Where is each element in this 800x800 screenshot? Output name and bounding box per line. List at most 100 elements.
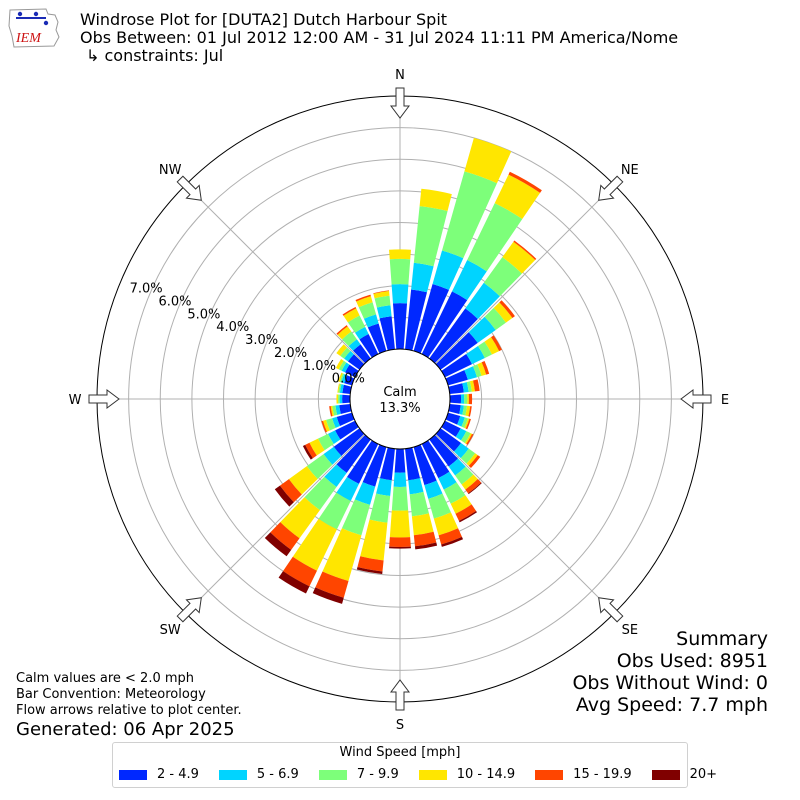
wind-bar-segment [394,448,406,473]
wind-bar-segment [280,497,320,539]
compass-label: NW [159,163,182,178]
wind-bar-segment [483,257,522,297]
wind-bar-segment [304,476,337,511]
wind-bar-segment [342,394,351,404]
wind-bar-segment [347,440,379,484]
convention-note: Bar Convention: Meteorology [16,687,206,702]
compass-label: NE [621,163,639,178]
wind-bar-segment [441,420,461,437]
wind-bar-segment [421,440,450,479]
wind-bar-segment [453,443,469,459]
calm-value: 13.3% [379,401,420,416]
wind-bar-segment [477,341,492,358]
wind-bar-segment [433,512,459,536]
legend-items: 2 - 4.9 5 - 6.9 7 - 9.9 10 - 14.9 15 - 1… [119,767,717,782]
legend-item: 20+ [651,767,717,782]
legend-item: 10 - 14.9 [418,767,515,782]
compass-arrow-icon [176,175,202,201]
compass-arrow-icon [390,87,410,119]
wind-bar-segment [465,405,471,417]
wind-bar-segment [493,302,513,323]
radial-tick-label: 5.0% [187,307,220,322]
wind-bar-segment [435,332,478,370]
compass-arrow-icon [598,175,624,201]
wind-bar-segment [408,478,424,495]
radial-tick-label: 3.0% [245,333,278,348]
radial-tick-label: 6.0% [158,294,191,309]
legend-swatch [218,769,247,780]
wind-bar-segment [332,405,338,416]
wind-bar-segment [464,433,473,444]
wind-bar-segment [472,379,480,392]
wind-bar-segment [468,482,482,495]
grid-ring [223,222,577,576]
legend-label: 2 - 4.9 [157,767,199,782]
wind-bar-segment [353,344,371,364]
wind-bar-segment [411,262,434,293]
wind-bar-segment [329,406,333,417]
wind-bar-segment [318,492,351,530]
arrows-note: Flow arrows relative to plot center. [16,703,242,718]
summary-obs-without-wind: Obs Without Wind: 0 [572,672,768,694]
wind-bar-segment [405,447,421,481]
wind-bar-segment [321,420,327,433]
compass-arrow-icon [598,597,624,623]
wind-bar-segment [468,406,472,417]
wind-bar-segment [413,444,437,486]
wind-bar-segment [419,188,452,212]
compass-arrow-icon [176,597,202,623]
wind-bar-segment [302,444,313,460]
wind-bar-segment [389,258,411,285]
wind-bar-segment [292,518,337,571]
wind-bar-segment [374,295,391,308]
wind-bar-segment [344,350,354,362]
wind-bar-segment [467,393,469,405]
wind-bar-segment [469,380,475,392]
compass-label: N [395,68,405,83]
legend-swatch [535,769,564,780]
iem-logo: IEM [8,8,60,48]
wind-bar-segment [322,419,330,432]
compass-arrow-icon [390,679,410,711]
wind-bar-segment [317,433,334,451]
chart-constraints: ↳ constraints: Jul [86,46,224,65]
wind-bar-segment [443,482,466,504]
wind-bar-segment [358,302,377,319]
wind-bar-segment [438,471,457,490]
wind-bar-segment [438,528,462,545]
wind-bar-segment [484,337,500,355]
wind-bar-segment [363,314,379,328]
chart-notes: Calm values are < 2.0 mph Bar Convention… [16,671,242,719]
wind-bar-segment [326,418,336,431]
summary-avg-speed: Avg Speed: 7.7 mph [575,694,768,716]
legend-item: 2 - 4.9 [119,767,199,782]
wind-bar-segment [466,346,485,365]
wind-bar-segment [468,455,481,469]
wind-bar-segment [459,405,464,415]
wind-bar-segment [324,464,347,488]
wind-bar-segment [356,567,383,574]
legend-swatch [418,769,447,780]
wind-bar-segment [389,546,411,549]
wind-bar-segment [336,412,355,426]
wind-bar-segment [413,531,437,547]
wind-bar-segment [448,383,464,394]
wind-bar-segment [424,480,443,499]
wind-bar-segment [355,294,371,302]
wind-bar-segment [357,556,384,572]
wind-bar-segment [335,358,344,370]
legend: Wind Speed [mph] 2 - 4.9 5 - 6.9 7 - 9.9… [112,742,717,788]
wind-bar-segment [336,344,348,356]
wind-bar-segment [338,372,343,382]
wind-bar-segment [449,394,462,404]
calm-label: Calm [383,385,416,400]
compass-label: W [69,393,82,408]
wind-bar-segment [464,418,470,429]
compass-label: SW [160,623,181,638]
wind-bar-segment [389,249,411,260]
wind-bar-segment [337,394,340,404]
legend-label: 5 - 6.9 [256,767,299,782]
wind-bar-segment [441,354,473,378]
wind-bar-segment [309,438,325,456]
